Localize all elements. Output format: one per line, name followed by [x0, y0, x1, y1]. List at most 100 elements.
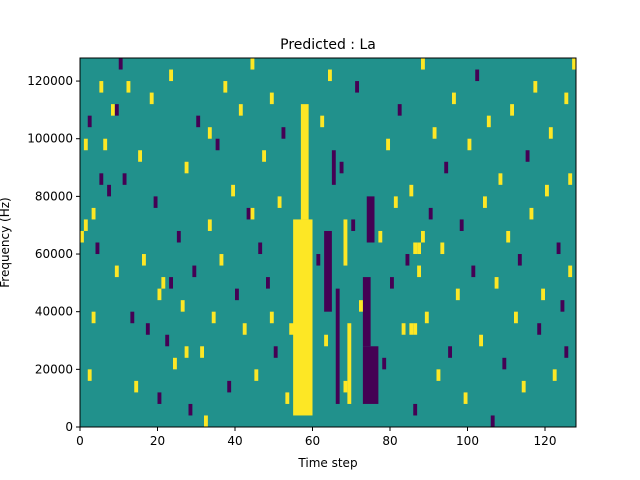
heatmap-cell — [390, 277, 394, 289]
heatmap-cell — [200, 346, 205, 358]
heatmap-cell — [564, 346, 569, 358]
heatmap-cell — [184, 346, 189, 358]
heatmap-cell — [227, 380, 232, 393]
heatmap-cell — [130, 311, 135, 324]
heatmap-cell — [517, 254, 522, 266]
heatmap-cell — [153, 196, 158, 208]
heatmap-cell — [192, 265, 197, 278]
heatmap-cell — [401, 323, 406, 335]
heatmap-cell — [173, 357, 177, 370]
heatmap-cell — [533, 81, 538, 93]
heatmap-cell — [316, 254, 321, 266]
heatmap-cell — [157, 392, 162, 404]
heatmap-band — [293, 219, 313, 416]
heatmap-cell — [285, 392, 290, 404]
heatmap-cell — [541, 288, 546, 301]
heatmap-cell — [87, 115, 92, 128]
heatmap-cell — [494, 277, 499, 289]
heatmap-cell — [479, 334, 484, 347]
heatmap-cell — [83, 138, 88, 151]
y-tick-label: 0 — [65, 420, 73, 434]
heatmap-cell — [107, 184, 112, 197]
heatmap-cell — [169, 277, 174, 289]
heatmap-cell — [529, 207, 534, 220]
x-tick-label: 120 — [534, 434, 557, 448]
heatmap-cell — [114, 104, 119, 116]
heatmap-cell — [235, 288, 239, 301]
heatmap-cell — [359, 300, 363, 312]
heatmap-cell — [413, 242, 418, 255]
heatmap-cell — [246, 207, 251, 220]
heatmap-cell — [103, 138, 108, 151]
heatmap-cell — [211, 311, 216, 324]
heatmap-cell — [514, 311, 518, 324]
heatmap-cell — [405, 254, 410, 266]
heatmap-cell — [83, 219, 88, 231]
heatmap-cell — [204, 415, 208, 427]
heatmap-band — [324, 230, 332, 312]
heatmap-cell — [169, 69, 174, 82]
heatmap-cell — [269, 311, 274, 324]
heatmap-band — [362, 277, 371, 347]
heatmap-cell — [502, 357, 507, 370]
chart-title: Predicted : La — [280, 37, 376, 53]
heatmap-cell — [448, 346, 453, 358]
heatmap-cell — [444, 161, 449, 174]
heatmap-cell — [219, 254, 224, 266]
heatmap-cell — [498, 173, 503, 185]
x-axis-label: Time step — [297, 456, 357, 470]
heatmap-cell — [138, 150, 143, 162]
heatmap-band — [331, 150, 336, 185]
heatmap-cell — [525, 150, 530, 162]
heatmap-cell — [545, 184, 549, 197]
heatmap-cell — [114, 265, 119, 278]
heatmap-cell — [145, 323, 150, 335]
plot-area — [79, 57, 577, 428]
heatmap-cell — [343, 380, 348, 393]
heatmap-cell — [250, 58, 255, 70]
heatmap-cell — [455, 288, 460, 301]
heatmap-cell — [421, 58, 425, 70]
heatmap-cell — [328, 69, 332, 82]
heatmap-cell — [242, 323, 247, 335]
x-tick-label: 0 — [76, 434, 84, 448]
y-tick-label: 80000 — [35, 189, 73, 203]
heatmap-cell — [215, 138, 220, 151]
heatmap-cell — [452, 92, 456, 105]
heatmap-cell — [99, 173, 104, 185]
y-tick-label: 20000 — [35, 362, 73, 376]
heatmap-cell — [568, 265, 573, 278]
heatmap-cell — [273, 346, 278, 358]
heatmap-cell — [463, 392, 468, 404]
heatmap-cell — [351, 219, 356, 231]
heatmap-cell — [161, 277, 166, 289]
heatmap-cell — [111, 104, 115, 116]
heatmap-cell — [564, 92, 569, 105]
heatmap-cell — [196, 115, 201, 128]
heatmap-cell — [180, 300, 185, 312]
heatmap-cell — [413, 323, 418, 335]
heatmap-cell — [254, 369, 259, 381]
heatmap-cell — [231, 184, 236, 197]
y-axis: 0 20000 40000 60000 80000 100000 120000 — [27, 74, 80, 434]
heatmap-cell — [471, 265, 476, 278]
heatmap-band — [347, 323, 352, 404]
heatmap-cell — [134, 380, 139, 393]
heatmap-cell — [281, 127, 286, 139]
heatmap-cell — [560, 300, 565, 312]
heatmap-cell — [386, 138, 391, 151]
heatmap-cell — [432, 127, 437, 139]
heatmap-cell — [568, 173, 573, 185]
heatmap-cell — [250, 207, 255, 220]
heatmap-cell — [223, 81, 228, 93]
heatmap-cell — [188, 403, 193, 416]
heatmap-cell — [320, 115, 325, 128]
heatmap-cell — [548, 127, 553, 139]
heatmap-cell — [409, 184, 414, 197]
heatmap-cell — [467, 138, 472, 151]
heatmap-cell — [126, 81, 131, 93]
heatmap-cell — [506, 230, 511, 243]
heatmap-cell — [80, 230, 84, 243]
heatmap-cell — [490, 415, 495, 427]
